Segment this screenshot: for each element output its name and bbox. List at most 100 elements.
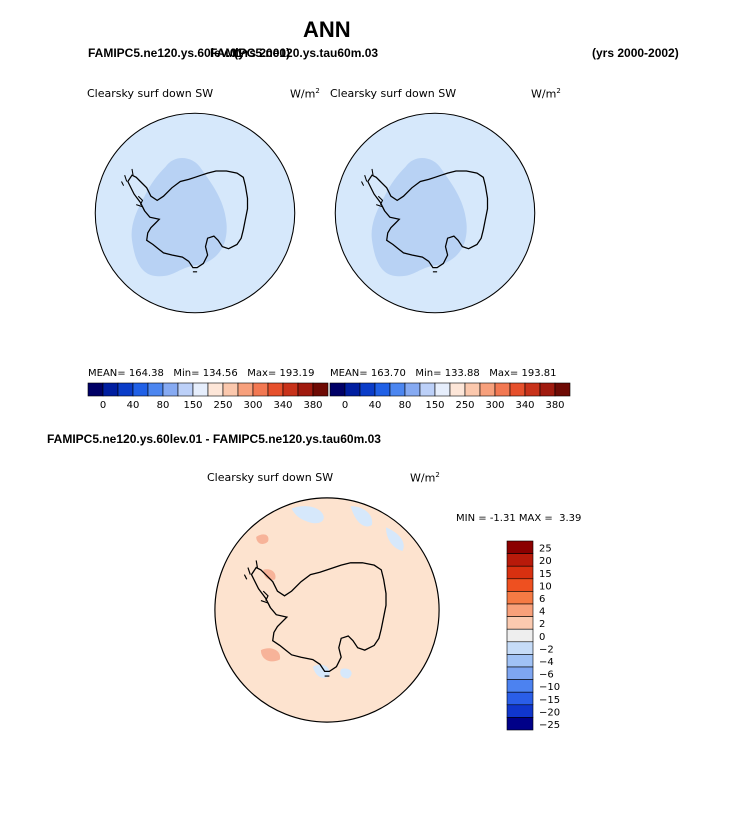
colorbar-tick-label: 40 bbox=[369, 400, 382, 411]
colorbar-tick-label: 2 bbox=[539, 619, 545, 630]
colorbar-tick-label: −2 bbox=[539, 644, 554, 655]
colorbar-tick-label: −20 bbox=[539, 707, 560, 718]
coastline bbox=[127, 170, 249, 269]
colorbar-swatch bbox=[494, 382, 511, 397]
colorbar-tick-label: 0 bbox=[342, 400, 348, 411]
colorbar-swatch bbox=[506, 578, 534, 592]
panel2-units: W/m2 bbox=[531, 87, 561, 101]
colorbar-swatch bbox=[207, 382, 224, 397]
panel1-map bbox=[94, 112, 296, 314]
peninsula-islands bbox=[361, 168, 438, 273]
colorbar-swatch bbox=[509, 382, 526, 397]
colorbar-swatch bbox=[192, 382, 209, 397]
colorbar-swatch bbox=[506, 666, 534, 680]
colorbar-swatch bbox=[222, 382, 239, 397]
coastline bbox=[250, 562, 387, 673]
colorbar-tick-label: 380 bbox=[303, 400, 322, 411]
coastline bbox=[367, 170, 489, 269]
colorbar-swatch bbox=[267, 382, 284, 397]
map-boundary bbox=[334, 112, 536, 314]
panel2-colorbar: 0 40 80 150 250 300 340 380 bbox=[329, 382, 571, 411]
colorbar-tick-label: −15 bbox=[539, 695, 560, 706]
colorbar-tick-label: 150 bbox=[425, 400, 444, 411]
peninsula-islands bbox=[121, 168, 198, 273]
colorbar-tick-label: 80 bbox=[157, 400, 170, 411]
panel1-colorbar: 0 40 80 150 250 300 340 380 bbox=[87, 382, 329, 411]
colorbar-tick-label: 25 bbox=[539, 544, 552, 555]
panel2-stats: MEAN= 163.70 Min= 133.88 Max= 193.81 bbox=[330, 368, 557, 379]
colorbar-swatch bbox=[162, 382, 179, 397]
colorbar-swatch bbox=[506, 717, 534, 731]
colorbar-swatch bbox=[404, 382, 421, 397]
map-boundary bbox=[214, 497, 440, 723]
colorbar-tick-label: 0 bbox=[539, 632, 545, 643]
colorbar-swatch bbox=[102, 382, 119, 397]
colorbar-tick-label: 250 bbox=[213, 400, 232, 411]
panel3-map bbox=[214, 497, 440, 723]
panel1-units: W/m2 bbox=[290, 87, 320, 101]
colorbar-swatch bbox=[464, 382, 481, 397]
colorbar-swatch bbox=[506, 641, 534, 655]
case-name-left: FAMIPC5.ne120.ys.60lev.01 bbox=[88, 46, 244, 60]
panel2-title: Clearsky surf down SW bbox=[330, 87, 457, 100]
colorbar-swatch bbox=[87, 382, 104, 397]
colorbar-tick-label: 4 bbox=[539, 607, 545, 618]
diff-title: FAMIPC5.ne120.ys.60lev.01 - FAMIPC5.ne12… bbox=[47, 432, 381, 446]
colorbar-swatch bbox=[506, 691, 534, 706]
colorbar-swatch bbox=[359, 382, 376, 397]
colorbar-tick-label: −10 bbox=[539, 682, 560, 693]
colorbar-swatch bbox=[177, 382, 194, 397]
colorbar-tick-label: 340 bbox=[515, 400, 534, 411]
colorbar-swatch bbox=[344, 382, 361, 397]
panel3-title: Clearsky surf down SW bbox=[207, 471, 334, 484]
colorbar-swatch bbox=[389, 382, 406, 397]
panel1-title: Clearsky surf down SW bbox=[87, 87, 214, 100]
years-left: (yrs 2000) bbox=[234, 46, 291, 60]
colorbar-swatch bbox=[506, 679, 534, 693]
colorbar-swatch bbox=[506, 565, 534, 580]
colorbar-swatch bbox=[312, 382, 329, 397]
panel1-stats: MEAN= 164.38 Min= 134.56 Max= 193.19 bbox=[88, 368, 315, 379]
colorbar-swatch bbox=[506, 540, 534, 554]
colorbar-swatch bbox=[374, 382, 391, 397]
colorbar-swatch bbox=[506, 591, 534, 605]
colorbar-tick-label: 0 bbox=[100, 400, 106, 411]
colorbar-tick-label: 300 bbox=[485, 400, 504, 411]
colorbar-tick-label: 380 bbox=[545, 400, 564, 411]
colorbar-tick-label: −4 bbox=[539, 657, 554, 668]
colorbar-tick-label: 40 bbox=[127, 400, 140, 411]
colorbar-swatch bbox=[506, 553, 534, 567]
colorbar-tick-label: 80 bbox=[399, 400, 412, 411]
colorbar-tick-label: 250 bbox=[455, 400, 474, 411]
panel3-units: W/m2 bbox=[410, 471, 440, 485]
colorbar-swatch bbox=[506, 603, 534, 617]
negative-region-north bbox=[291, 506, 404, 551]
page-title: ANN bbox=[303, 17, 351, 42]
colorbar-swatch bbox=[506, 704, 534, 718]
years-right: (yrs 2000-2002) bbox=[592, 46, 679, 60]
colorbar-tick-label: 6 bbox=[539, 594, 545, 605]
colorbar-swatch bbox=[434, 382, 451, 397]
colorbar-tick-label: 300 bbox=[243, 400, 262, 411]
peninsula-islands bbox=[243, 560, 330, 677]
colorbar-tick-label: 15 bbox=[539, 569, 552, 580]
colorbar-swatch bbox=[117, 382, 134, 397]
colorbar-swatch bbox=[282, 382, 299, 397]
colorbar-swatch bbox=[506, 616, 534, 630]
colorbar-swatch bbox=[329, 382, 346, 397]
colorbar-swatch bbox=[419, 382, 436, 397]
colorbar-swatch bbox=[252, 382, 269, 397]
colorbar-tick-label: −25 bbox=[539, 720, 560, 731]
colorbar-tick-label: 20 bbox=[539, 556, 552, 567]
colorbar-swatch bbox=[449, 382, 466, 397]
colorbar-tick-label: 150 bbox=[183, 400, 202, 411]
colorbar-swatch bbox=[539, 382, 556, 397]
colorbar-swatch bbox=[479, 382, 496, 397]
colorbar-tick-label: 340 bbox=[273, 400, 292, 411]
map-boundary bbox=[94, 112, 296, 314]
colorbar-swatch bbox=[237, 382, 254, 397]
colorbar-swatch bbox=[147, 382, 164, 397]
colorbar-tick-label: −6 bbox=[539, 670, 554, 681]
colorbar-tick-label: 10 bbox=[539, 581, 552, 592]
colorbar-swatch bbox=[297, 382, 314, 397]
